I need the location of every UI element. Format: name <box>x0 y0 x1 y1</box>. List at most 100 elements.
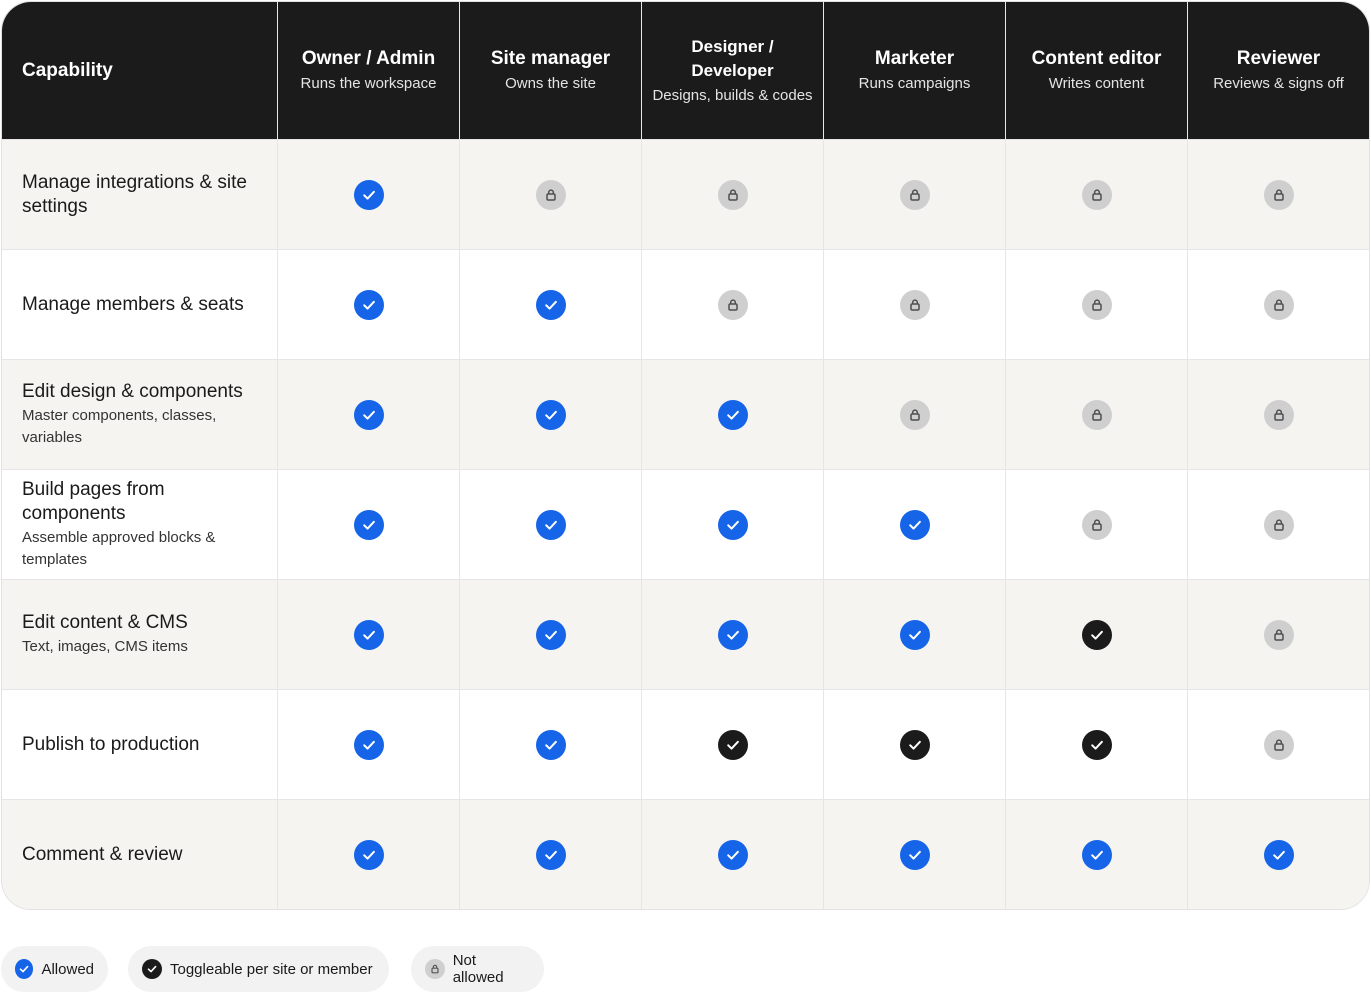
row-label: Manage members & seats <box>2 249 277 359</box>
lock-icon <box>1263 289 1294 320</box>
permission-cell <box>459 689 641 799</box>
capability-title: Manage integrations & site settings <box>22 171 247 217</box>
permission-cell <box>823 359 1005 469</box>
permission-cell <box>1005 249 1187 359</box>
check-icon <box>535 839 566 870</box>
check-icon <box>717 839 748 870</box>
permission-cell <box>459 799 641 909</box>
toggle-check-icon <box>1081 729 1112 760</box>
capability-title: Edit design & components <box>22 381 243 402</box>
permission-cell <box>823 139 1005 249</box>
permission-cell <box>641 359 823 469</box>
permission-cell <box>823 249 1005 359</box>
lock-icon <box>1263 179 1294 210</box>
permission-cell <box>1187 799 1369 909</box>
check-icon <box>899 839 930 870</box>
check-icon <box>15 959 34 979</box>
lock-icon <box>1263 619 1294 650</box>
row-label: Build pages from components Assemble appr… <box>2 469 277 579</box>
legend-not-allowed-label: Not allowed <box>452 952 504 986</box>
row-label: Edit design & components Master component… <box>2 359 277 469</box>
permission-cell <box>459 139 641 249</box>
lock-icon <box>899 399 930 430</box>
permission-cell <box>459 359 641 469</box>
check-icon <box>899 509 930 540</box>
role-subtitle: Designs, builds & codes <box>652 87 813 104</box>
header-role-reviewer: Reviewer Reviews & signs off <box>1187 2 1369 139</box>
permission-cell <box>823 579 1005 689</box>
role-subtitle: Runs the workspace <box>300 75 437 92</box>
permission-cell <box>641 469 823 579</box>
permission-cell <box>641 139 823 249</box>
lock-icon <box>1081 399 1112 430</box>
lock-icon <box>1263 399 1294 430</box>
check-icon <box>535 509 566 540</box>
header-role-content-editor: Content editor Writes content <box>1005 2 1187 139</box>
legend-toggleable-label: Toggleable per site or member <box>170 960 373 978</box>
check-icon <box>535 399 566 430</box>
check-icon <box>535 729 566 760</box>
permission-cell <box>641 579 823 689</box>
role-title: Owner / Admin <box>301 48 436 69</box>
permission-cell <box>1005 579 1187 689</box>
role-title: Site manager <box>490 48 611 69</box>
capability-subtitle: Text, images, CMS items <box>22 638 188 655</box>
lock-icon <box>535 179 566 210</box>
permission-cell <box>459 579 641 689</box>
check-icon <box>353 839 384 870</box>
legend-allowed-label: Allowed <box>41 960 94 978</box>
legend-toggleable: Toggleable per site or member <box>128 946 389 992</box>
check-icon <box>535 619 566 650</box>
permission-cell <box>277 799 459 909</box>
row-label: Comment & review <box>2 799 277 909</box>
check-icon <box>353 289 384 320</box>
permission-cell <box>1187 359 1369 469</box>
permission-cell <box>277 249 459 359</box>
lock-icon <box>1263 729 1294 760</box>
permissions-grid: Capability Owner / Admin Runs the worksp… <box>2 2 1369 909</box>
lock-icon <box>1263 509 1294 540</box>
check-icon <box>717 619 748 650</box>
legend-not-allowed: Not allowed <box>411 946 544 992</box>
permission-cell <box>1187 139 1369 249</box>
lock-icon <box>425 959 445 979</box>
header-capability: Capability <box>2 2 277 139</box>
toggle-check-icon <box>899 729 930 760</box>
permission-cell <box>277 139 459 249</box>
role-title: Marketer <box>874 48 955 69</box>
permission-cell <box>1187 689 1369 799</box>
check-icon <box>1081 839 1112 870</box>
lock-icon <box>1081 509 1112 540</box>
check-icon <box>353 729 384 760</box>
permission-cell <box>641 799 823 909</box>
check-icon <box>1263 839 1294 870</box>
lock-icon <box>717 179 748 210</box>
role-subtitle: Writes content <box>1048 75 1145 92</box>
capability-subtitle: Master components, classes, variables <box>22 407 217 446</box>
capability-title: Build pages from components <box>22 479 165 524</box>
capability-title: Comment & review <box>22 843 183 865</box>
permission-cell <box>277 359 459 469</box>
capability-title: Manage members & seats <box>22 293 244 315</box>
lock-icon <box>1081 179 1112 210</box>
role-subtitle: Runs campaigns <box>858 75 971 92</box>
permission-cell <box>1005 689 1187 799</box>
legend-allowed: Allowed <box>1 946 108 992</box>
check-icon <box>899 619 930 650</box>
header-role-designer-developer: Designer / Developer Designs, builds & c… <box>641 2 823 139</box>
role-title: Designer / Developer <box>691 37 774 80</box>
row-label: Edit content & CMS Text, images, CMS item… <box>2 579 277 689</box>
header-role-owner-admin: Owner / Admin Runs the workspace <box>277 2 459 139</box>
permission-cell <box>1187 469 1369 579</box>
permission-cell <box>823 469 1005 579</box>
check-icon <box>353 399 384 430</box>
check-icon <box>353 179 384 210</box>
capability-header-label: Capability <box>22 59 113 81</box>
permission-cell <box>823 799 1005 909</box>
lock-icon <box>899 179 930 210</box>
permission-cell <box>1005 469 1187 579</box>
permission-cell <box>823 689 1005 799</box>
role-title: Reviewer <box>1236 48 1321 69</box>
permission-cell <box>277 689 459 799</box>
check-icon <box>142 959 162 979</box>
